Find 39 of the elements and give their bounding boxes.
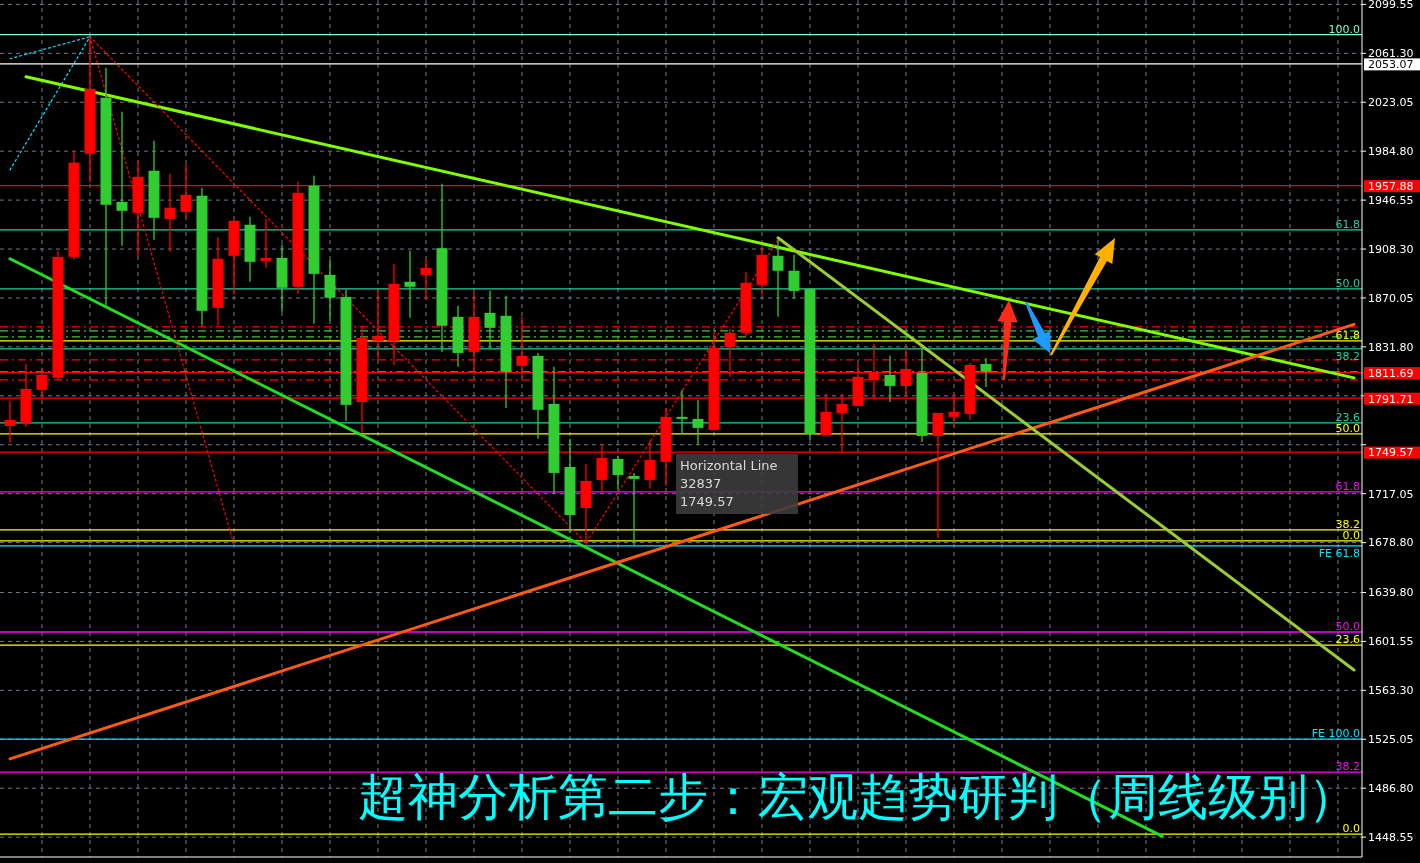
- annotation: 61.8: [1335, 217, 1360, 231]
- y-tick-label: 2099.55: [1368, 0, 1414, 12]
- y-tick-label: 2061.30: [1368, 47, 1414, 61]
- annotation: 1749.57: [680, 494, 734, 509]
- y-tick-label: 1831.80: [1368, 340, 1414, 354]
- annotation: 100.0: [1328, 22, 1360, 36]
- annotation: FE 61.8: [1318, 546, 1360, 560]
- y-tick-label: 1486.80: [1368, 782, 1414, 796]
- y-tick-label: 2023.05: [1368, 96, 1414, 110]
- y-tick-label: 1525.05: [1368, 733, 1414, 747]
- annotation: 0.0: [1342, 528, 1360, 542]
- y-tick-label: 1908.30: [1368, 242, 1414, 256]
- annotation: 23.6: [1335, 410, 1360, 424]
- y-tick-label: 1601.55: [1368, 635, 1414, 649]
- annotation: 0.0: [1342, 822, 1360, 836]
- annotation: 38.2: [1335, 517, 1360, 531]
- y-tick-label: 1870.05: [1368, 291, 1414, 305]
- annotation: 61.8: [1335, 328, 1360, 342]
- y-tick-label: 1946.55: [1368, 193, 1414, 207]
- ref-line-label: 1791.71: [1368, 392, 1414, 406]
- annotation: 50.0: [1335, 620, 1360, 634]
- y-tick-label: 1639.80: [1368, 586, 1414, 600]
- annotation: 61.8: [1335, 479, 1360, 493]
- annotation: 50.0: [1335, 276, 1360, 290]
- ref-line-label: 1811.69: [1368, 366, 1414, 380]
- ref-line-label: 1749.57: [1368, 446, 1414, 460]
- y-tick-label: 1563.30: [1368, 684, 1414, 698]
- ref-line-label: 2053.07: [1368, 58, 1414, 72]
- annotation: FE 100.0: [1311, 727, 1360, 741]
- y-tick-label: 1678.80: [1368, 536, 1414, 550]
- annotation: 23.6: [1335, 633, 1360, 647]
- annotation: 50.0: [1335, 421, 1360, 435]
- y-tick-label: 1717.05: [1368, 487, 1414, 501]
- annotation: Horizontal Line: [680, 458, 778, 473]
- annotation: 32837: [680, 476, 722, 491]
- y-tick-label: 1448.55: [1368, 830, 1414, 844]
- ref-line-label: 1957.88: [1368, 179, 1414, 193]
- y-tick-label: 1984.80: [1368, 145, 1414, 159]
- annotation: 38.2: [1335, 760, 1360, 774]
